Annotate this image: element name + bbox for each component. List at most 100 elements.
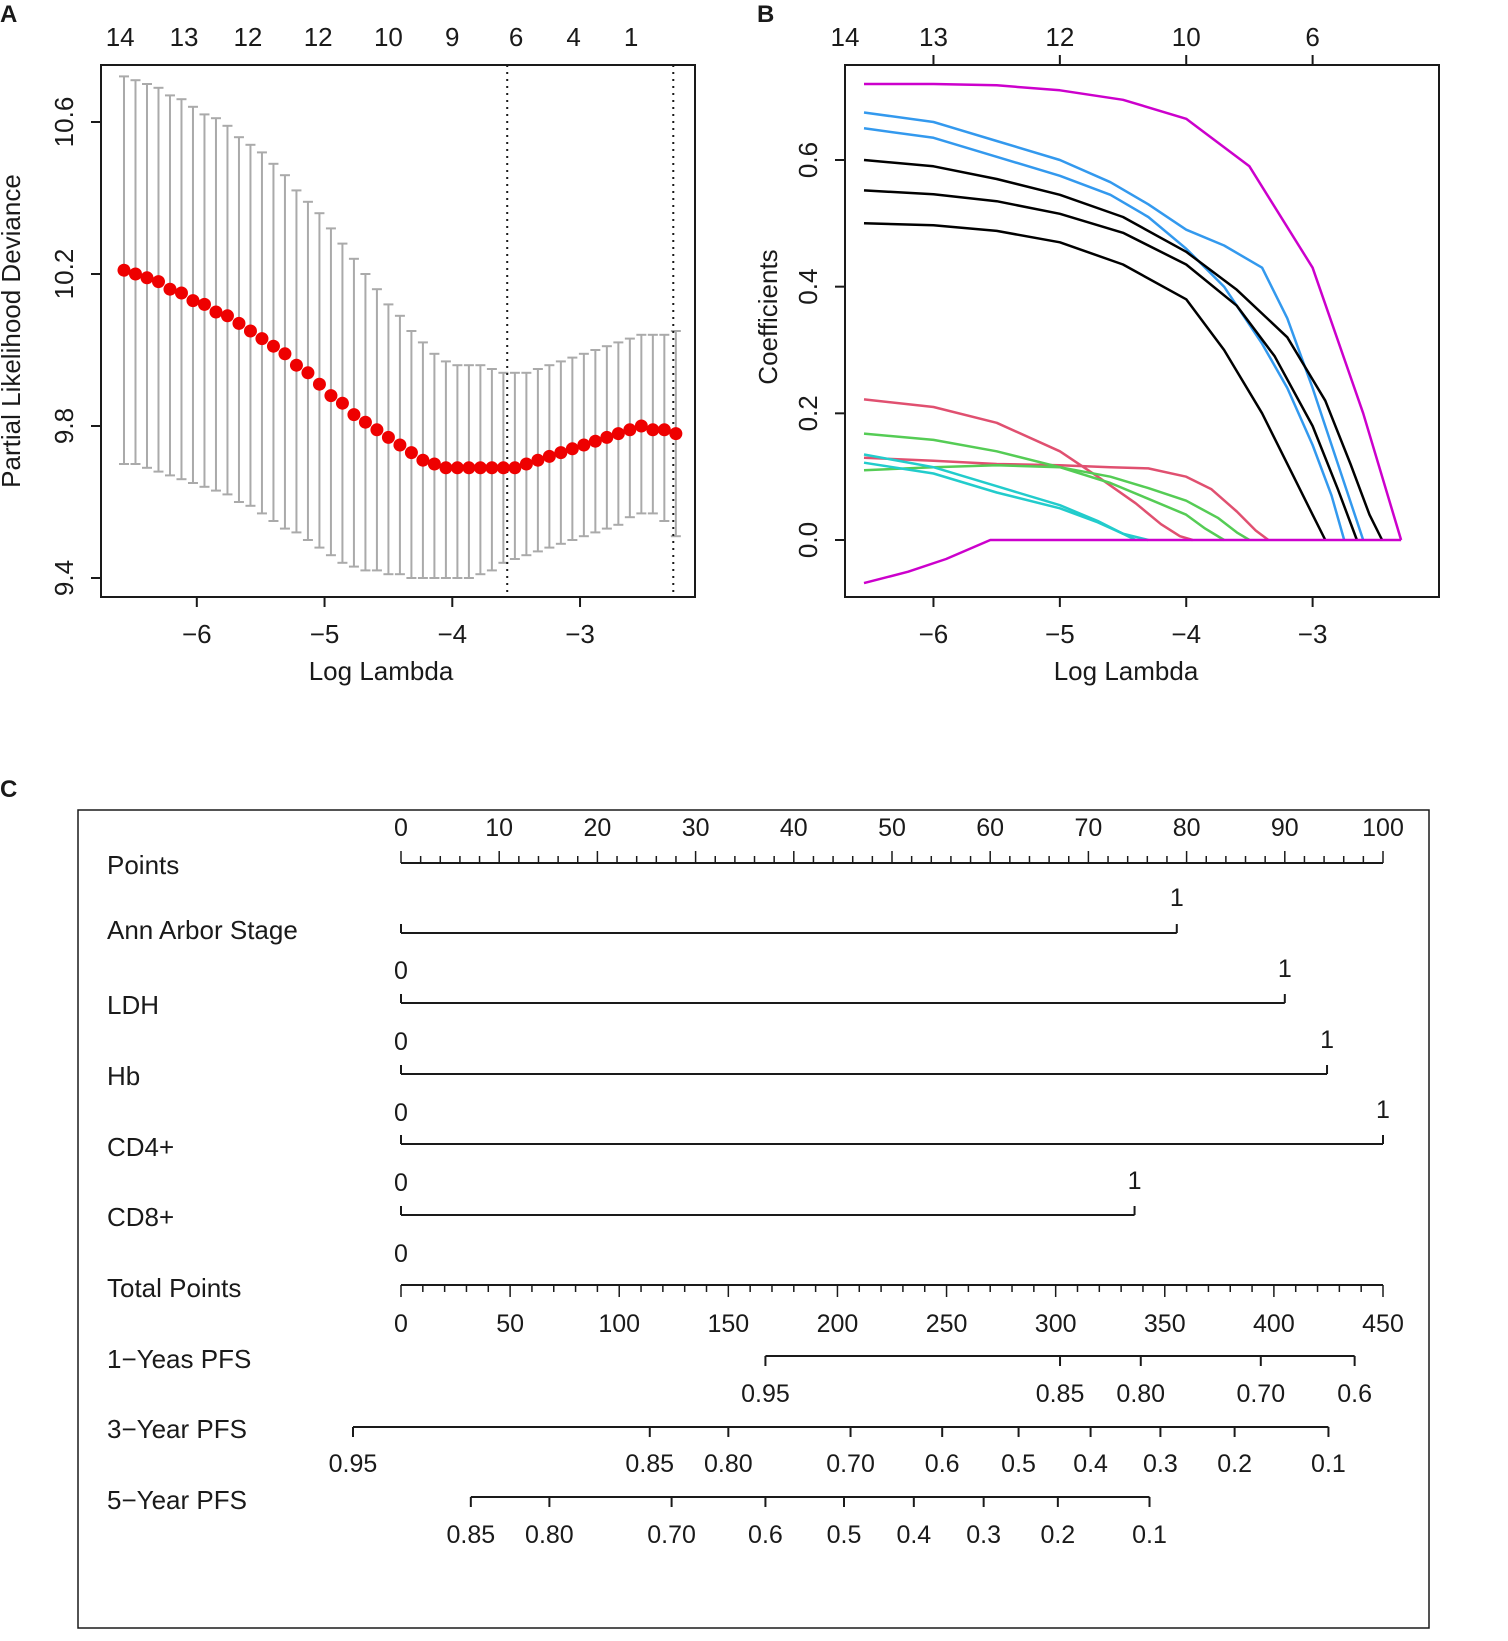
top-axis-label: 12 <box>233 22 262 52</box>
cv-mean-point <box>324 389 338 403</box>
pfs-tick-label: 0.95 <box>329 1450 378 1478</box>
variable-low-label: 0 <box>394 1028 408 1056</box>
variable-high-label: 1 <box>1376 1096 1390 1124</box>
pfs-tick-label: 0.3 <box>1143 1450 1178 1478</box>
total-tick-label: 400 <box>1253 1310 1295 1338</box>
pfs-tick-label: 0.5 <box>827 1521 862 1549</box>
cv-mean-point <box>163 282 177 296</box>
cv-mean-point <box>404 446 418 460</box>
cv-mean-point <box>255 332 269 346</box>
cv-mean-point <box>278 347 292 361</box>
coefficient-path-green-1 <box>863 432 1225 542</box>
top-axis-label: 12 <box>304 22 333 52</box>
row-label-pfs: 1−Yeas PFS <box>107 1344 251 1374</box>
row-label-total-points: Total Points <box>107 1273 241 1303</box>
total-tick-label: 450 <box>1362 1310 1404 1338</box>
y-tick-label: 0.2 <box>793 395 823 431</box>
total-tick-label: 100 <box>598 1310 640 1338</box>
points-tick-label: 90 <box>1271 814 1299 842</box>
cv-mean-point <box>531 453 545 467</box>
variable-high-label: 1 <box>1170 884 1184 912</box>
x-tick-label: −3 <box>565 619 595 649</box>
points-tick-label: 30 <box>682 814 710 842</box>
row-label-pfs: 5−Year PFS <box>107 1485 247 1515</box>
top-axis-label: 6 <box>1305 22 1319 52</box>
top-axis-label: 10 <box>1172 22 1201 52</box>
top-axis-label: 14 <box>831 22 860 52</box>
coefficient-path-magenta-1 <box>864 82 1403 541</box>
variable-low-label: 0 <box>394 1169 408 1197</box>
cv-mean-point <box>128 267 142 281</box>
top-axis-label: 14 <box>106 22 135 52</box>
plot-frame <box>844 64 1440 598</box>
cv-mean-point <box>381 430 395 444</box>
coefficient-path-green-2 <box>863 464 1251 542</box>
cv-mean-point <box>370 423 384 437</box>
pfs-tick-label: 0.85 <box>1036 1380 1085 1408</box>
points-tick-label: 20 <box>583 814 611 842</box>
pfs-tick-label: 0.6 <box>748 1521 783 1549</box>
cv-mean-point <box>416 453 430 467</box>
coefficient-path-black-2 <box>863 189 1359 541</box>
x-tick-label: −5 <box>1045 619 1075 649</box>
variable-high-label: 1 <box>1278 955 1292 983</box>
y-tick-label: 10.6 <box>49 97 79 148</box>
y-tick-label: 0.4 <box>793 269 823 305</box>
cv-mean-point <box>657 423 671 437</box>
pfs-tick-label: 0.80 <box>525 1521 574 1549</box>
cv-mean-point <box>565 442 579 456</box>
coefficient-path-cyan-2 <box>863 461 1149 542</box>
cv-mean-point <box>450 461 464 475</box>
cv-mean-point <box>485 461 499 475</box>
top-axis-label: 9 <box>445 22 459 52</box>
cv-mean-point <box>312 377 326 391</box>
cv-mean-point <box>611 427 625 441</box>
y-axis-title: Coefficients <box>753 249 783 384</box>
cv-mean-point <box>427 457 441 471</box>
variable-low-label: 0 <box>394 957 408 985</box>
coefficient-path-red-2 <box>863 456 1270 542</box>
pfs-tick-label: 0.6 <box>925 1450 960 1478</box>
panel-letter-b: B <box>757 1 774 28</box>
cv-mean-point <box>209 305 223 319</box>
coefficient-path-blue-1 <box>863 111 1365 541</box>
pfs-tick-label: 0.2 <box>1217 1450 1252 1478</box>
total-tick-label: 250 <box>926 1310 968 1338</box>
cv-mean-point <box>220 309 234 323</box>
pfs-tick-label: 0.5 <box>1001 1450 1036 1478</box>
total-tick-label: 300 <box>1035 1310 1077 1338</box>
panel-letter-a: A <box>0 1 17 28</box>
top-axis-label: 13 <box>170 22 199 52</box>
pfs-tick-label: 0.70 <box>826 1450 875 1478</box>
cv-mean-point <box>140 271 154 285</box>
pfs-tick-label: 0.95 <box>741 1380 790 1408</box>
cv-mean-point <box>266 339 280 353</box>
cv-mean-point <box>519 457 533 471</box>
variable-low-label: 0 <box>394 1099 408 1127</box>
x-tick-label: −3 <box>1298 619 1328 649</box>
coefficient-path-red-1 <box>863 398 1193 542</box>
cv-mean-point <box>588 434 602 448</box>
top-axis-label: 10 <box>374 22 403 52</box>
top-axis-label: 1 <box>624 22 638 52</box>
plot-frame <box>100 64 696 598</box>
cv-mean-point <box>623 423 637 437</box>
x-axis-title: Log Lambda <box>1054 656 1199 686</box>
pfs-tick-label: 0.6 <box>1337 1380 1372 1408</box>
pfs-tick-label: 0.4 <box>1073 1450 1108 1478</box>
top-axis-label: 13 <box>919 22 948 52</box>
x-tick-label: −6 <box>919 619 949 649</box>
x-axis-title: Log Lambda <box>309 656 454 686</box>
pfs-tick-label: 0.70 <box>647 1521 696 1549</box>
points-tick-label: 50 <box>878 814 906 842</box>
cv-mean-point <box>600 430 614 444</box>
panel-a-cv-deviance-plot: A −6 −5 −4 −3 Log Lambda 9.4 9.8 10.2 10.6 Partial… <box>0 1 696 686</box>
row-label-variable: CD4+ <box>107 1132 174 1162</box>
variable-high-label: 1 <box>1320 1026 1334 1054</box>
y-tick-label: 10.2 <box>49 249 79 300</box>
cv-mean-point <box>646 423 660 437</box>
row-label-variable: CD8+ <box>107 1202 174 1232</box>
x-tick-label: −6 <box>182 619 212 649</box>
x-tick-label: −4 <box>437 619 467 649</box>
cv-mean-point <box>358 415 372 429</box>
